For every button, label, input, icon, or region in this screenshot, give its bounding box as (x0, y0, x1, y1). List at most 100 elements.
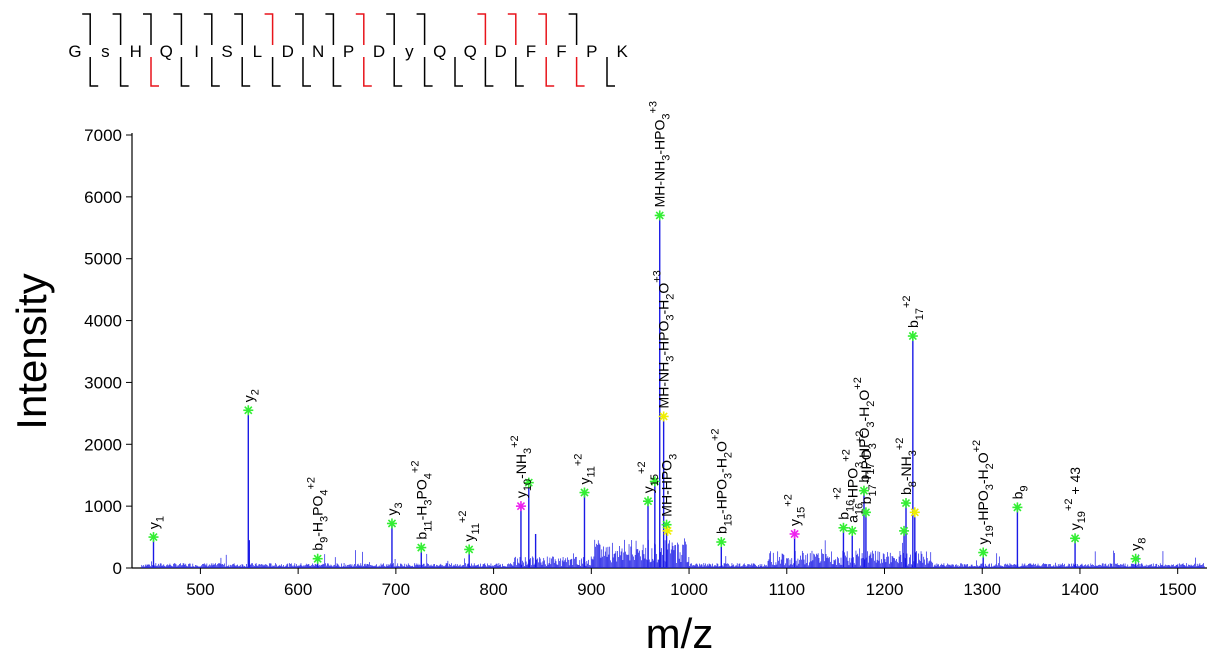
b-ion-bracket (568, 13, 578, 45)
y-tick-label: 4000 (84, 312, 122, 331)
b-ion-bracket (507, 13, 517, 45)
peak-annotation: y10-NH3+2 (509, 435, 534, 498)
b-ion-bracket (173, 13, 183, 45)
peak-annotation: y3 (384, 502, 405, 515)
peak-match-marker (1070, 533, 1081, 544)
peak-annotation: y11+2 (572, 454, 597, 485)
y-axis-title: Intensity (8, 273, 55, 429)
peak-match-marker (1130, 553, 1141, 564)
peak-annotation: b11-H3PO4+2 (409, 461, 434, 540)
peak-match-marker (643, 496, 653, 507)
sequence-residue: F (556, 42, 566, 61)
sequence-residue: L (253, 42, 262, 61)
y-ion-bracket (454, 57, 463, 87)
sequence-residue: D (494, 42, 506, 61)
peak-match-marker (899, 525, 910, 536)
sequence-residue: S (221, 42, 232, 61)
b-ion-bracket (295, 13, 304, 45)
b-ion-bracket (416, 13, 426, 45)
x-axis-title: m/z (646, 610, 714, 656)
peak-annotation: y15+2 (636, 461, 661, 493)
peak-match-marker (312, 553, 323, 564)
peak-annotation: b15-HPO3-H2O+2 (709, 429, 734, 535)
peak-annotation: y19+2 + 43 (1063, 467, 1088, 531)
y-ion-bracket (119, 57, 129, 87)
peak-match-marker (860, 507, 871, 518)
peak-annotation: y2 (240, 389, 261, 402)
b-ion-bracket (355, 13, 365, 45)
peak-match-marker (148, 532, 159, 543)
y-tick-label: 5000 (84, 250, 122, 269)
peak-match-marker (386, 518, 397, 529)
y-ion-bracket (393, 57, 403, 87)
peak-match-marker (1012, 502, 1023, 513)
peak-match-marker (523, 477, 534, 488)
sequence-residue: P (343, 42, 354, 61)
peak-annotation: MH-NH3-HPO3-H2O+3 (652, 270, 677, 408)
x-tick-label: 600 (284, 580, 312, 599)
peak-annotation: b8-NH3+2 (894, 438, 919, 495)
y-ion-bracket (211, 57, 220, 87)
sequence-residue: y (405, 42, 414, 61)
peak-annotation: y1 (146, 516, 167, 529)
b-ion-bracket (112, 13, 122, 45)
peak-annotation: y11+2 (457, 510, 482, 541)
peak-match-marker (658, 411, 669, 422)
peak-match-marker (838, 522, 849, 533)
x-tick-label: 900 (577, 580, 605, 599)
peak-match-marker (907, 331, 918, 342)
sequence-residue: Q (433, 42, 446, 61)
b-ion-bracket (203, 13, 213, 45)
sequence-residue: F (526, 42, 536, 61)
y-tick-label: 2000 (84, 435, 122, 454)
x-tick-label: 800 (479, 580, 507, 599)
x-tick-label: 1500 (1159, 580, 1197, 599)
peak-annotation: b17-HPO3-H2O+2 (852, 377, 877, 483)
peak-match-marker (978, 547, 989, 558)
peak-annotation: b17-HPO3+2 (854, 431, 879, 505)
x-tick-label: 500 (186, 580, 214, 599)
y-ion-bracket (332, 57, 342, 87)
y-ion-bracket (606, 57, 615, 87)
y-tick-label: 6000 (84, 188, 122, 207)
peak-annotation: y8 (1128, 538, 1149, 551)
peak-match-marker (662, 525, 673, 536)
sequence-residue: D (282, 42, 294, 61)
y-ion-bracket (302, 57, 311, 87)
b-ion-bracket (264, 13, 274, 45)
peak-annotation: b16+2 (831, 487, 856, 520)
sequence-residue: Q (464, 42, 477, 61)
sequence-residue: I (194, 42, 199, 61)
b-ion-bracket (325, 13, 335, 45)
sequence-residue: P (586, 42, 597, 61)
sequence-residue: K (617, 42, 629, 61)
sequence-residue: D (373, 42, 385, 61)
peak-match-marker (789, 528, 800, 539)
y-ion-bracket (150, 57, 159, 87)
peak-match-marker (858, 485, 869, 496)
peak-match-marker (661, 519, 672, 530)
x-tick-label: 1200 (866, 580, 904, 599)
x-tick-label: 1100 (768, 580, 805, 599)
peak-match-marker (416, 542, 427, 553)
sequence-residue: H (130, 42, 142, 61)
y-ion-bracket (575, 57, 585, 87)
y-ion-bracket (545, 57, 555, 87)
b-ion-bracket (538, 13, 547, 45)
peak-match-marker (901, 498, 911, 509)
peak-match-marker (464, 544, 475, 555)
sequence-residue: N (312, 42, 324, 61)
peak-match-marker (243, 405, 254, 416)
peak-match-marker (716, 537, 727, 548)
sequence-residue: s (101, 42, 110, 61)
b-ion-bracket (82, 13, 91, 45)
y-tick-label: 0 (113, 559, 122, 578)
y-ion-bracket (271, 57, 281, 87)
y-ion-bracket (515, 57, 524, 87)
peak-annotation: a16-HPO3+2 (840, 449, 865, 523)
x-tick-label: 1400 (1061, 580, 1099, 599)
peak-annotation: b17+2 (901, 295, 926, 328)
peak-match-marker (515, 501, 526, 512)
